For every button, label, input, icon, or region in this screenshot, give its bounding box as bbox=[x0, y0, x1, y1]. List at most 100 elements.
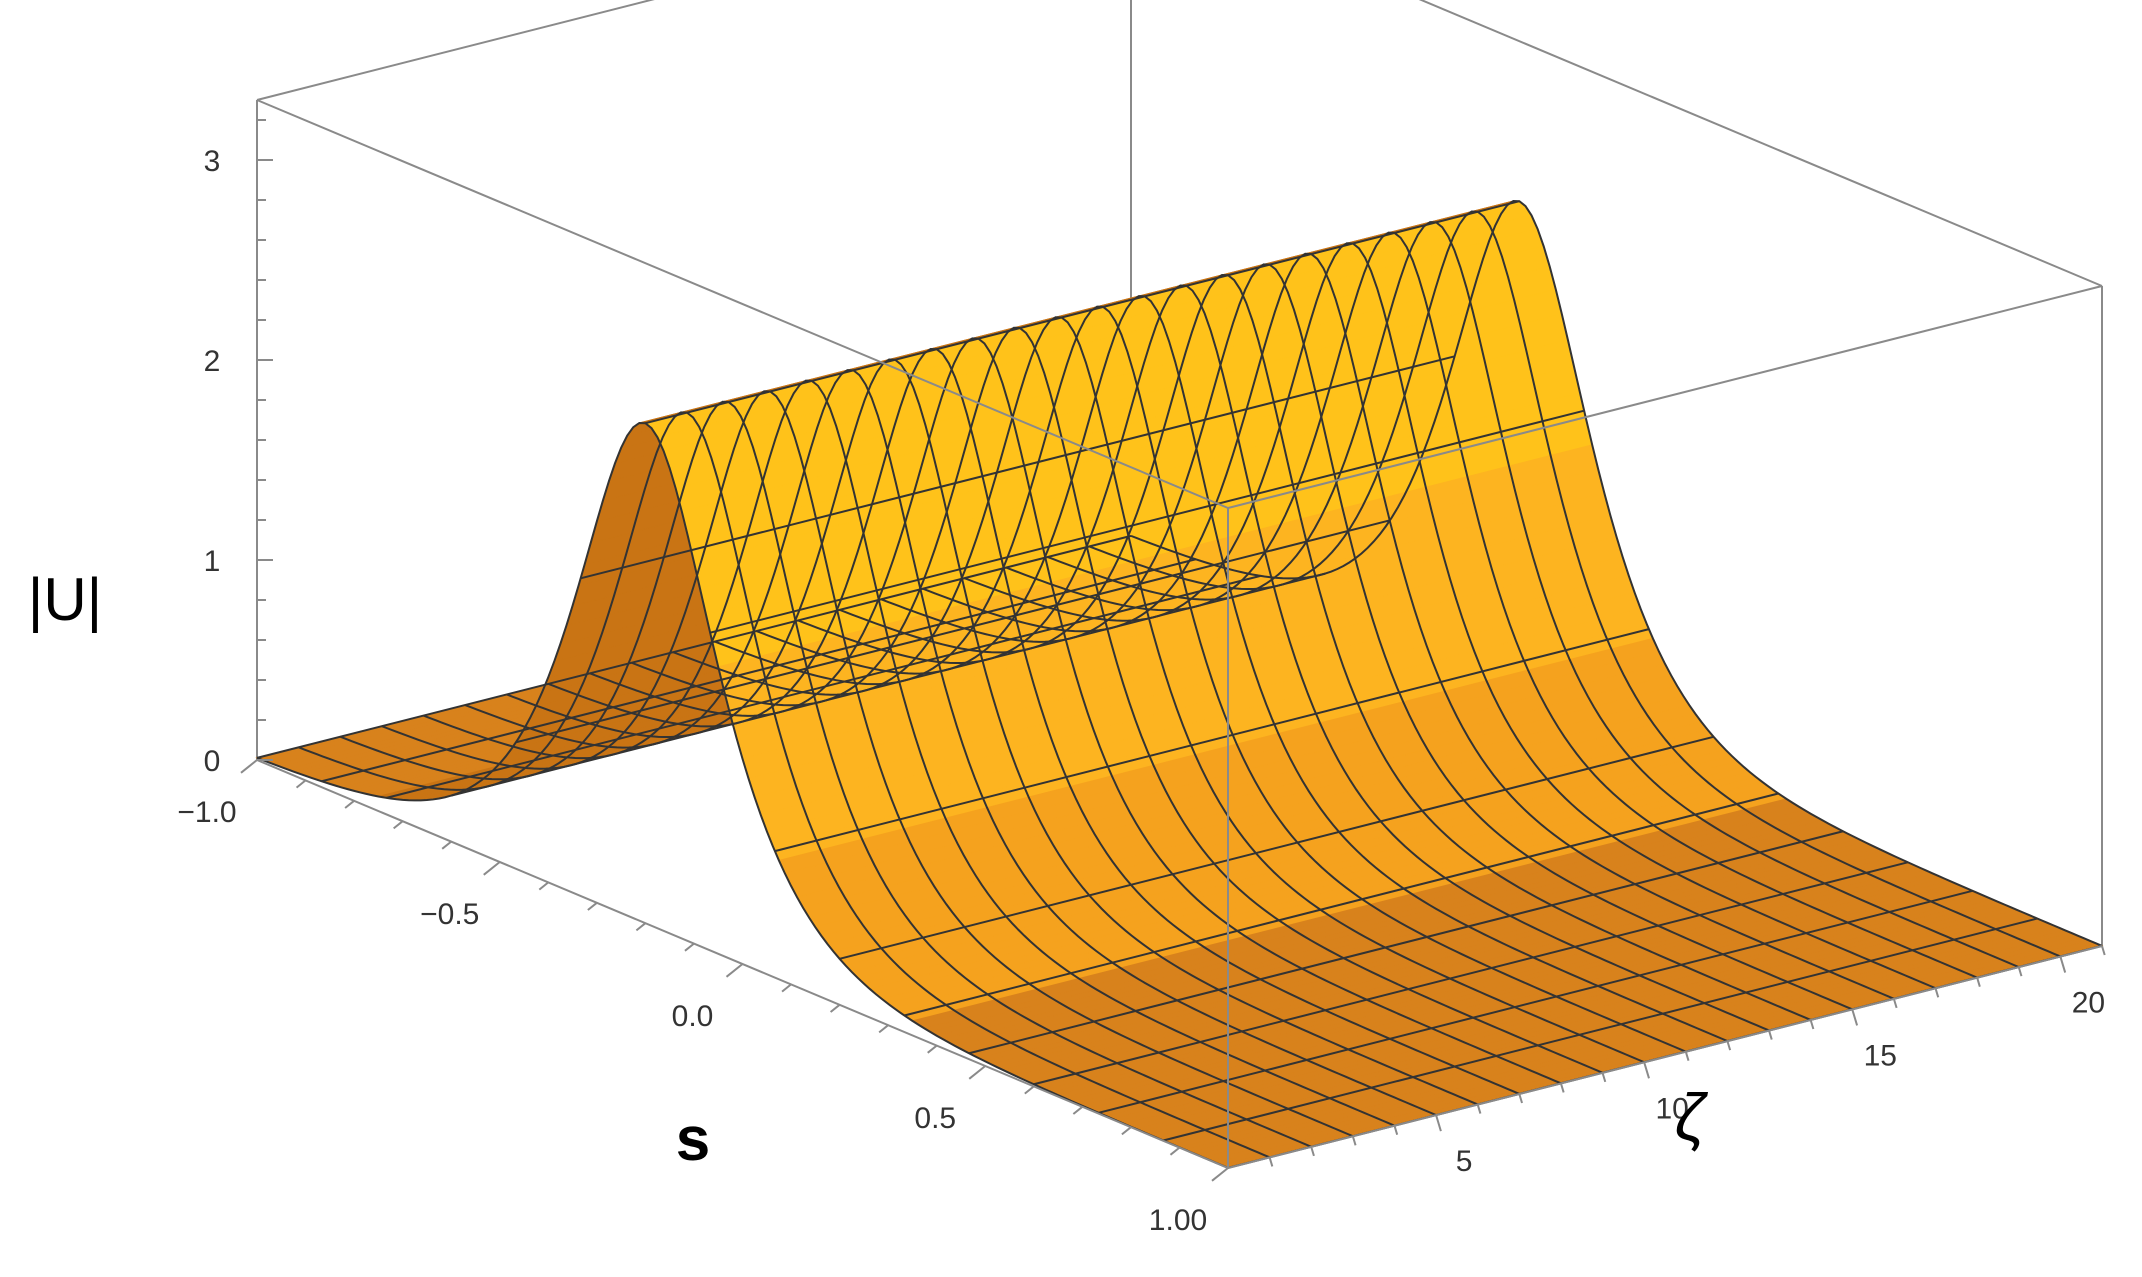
s-tick-mark bbox=[1121, 1126, 1132, 1136]
mesh-line-zeta bbox=[964, 242, 1936, 990]
s-tick-mark bbox=[829, 1004, 841, 1013]
mesh-line-s bbox=[386, 574, 1261, 799]
s-tick-mark bbox=[781, 983, 792, 993]
u-tick-label: 0 bbox=[204, 745, 221, 778]
zeta-tick-mark bbox=[1809, 1019, 1815, 1030]
mesh-line-zeta bbox=[839, 273, 1812, 1021]
mesh-line-zeta bbox=[756, 295, 1728, 1042]
x-axis-label: s bbox=[676, 1105, 710, 1174]
mesh-line-s bbox=[321, 558, 1196, 783]
s-tick-mark bbox=[483, 861, 501, 876]
s-tick-mark bbox=[968, 1065, 986, 1080]
s-tick-mark bbox=[1211, 1167, 1229, 1182]
s-tick-label: 0.5 bbox=[914, 1102, 956, 1135]
zeta-tick-mark bbox=[1851, 1009, 1859, 1026]
zeta-tick-mark bbox=[1393, 1125, 1399, 1136]
zeta-tick-mark bbox=[2101, 945, 2106, 956]
zeta-tick-label: 20 bbox=[2072, 987, 2105, 1020]
zeta-tick-mark bbox=[1726, 1040, 1732, 1051]
mesh-line-zeta bbox=[922, 252, 1895, 1000]
mesh-line-zeta bbox=[714, 305, 1687, 1053]
u-tick-label: 3 bbox=[204, 145, 221, 178]
s-tick-mark bbox=[441, 840, 452, 850]
s-tick-mark bbox=[240, 759, 258, 774]
zeta-tick-mark bbox=[1310, 1146, 1315, 1157]
mesh-line-zeta bbox=[298, 411, 1271, 1159]
s-tick-mark bbox=[295, 779, 307, 789]
zeta-tick-mark bbox=[1934, 987, 1940, 998]
mesh-line-s bbox=[450, 572, 1326, 797]
y-axis-label: ζ bbox=[1675, 1080, 1709, 1154]
zeta-tick-mark bbox=[1559, 1083, 1565, 1093]
s-tick-label: 0.0 bbox=[672, 1000, 714, 1033]
s-tick-mark bbox=[1072, 1106, 1083, 1115]
zeta-tick-mark bbox=[1768, 1030, 1773, 1040]
mesh-line-s bbox=[774, 628, 1650, 853]
zeta-tick-mark bbox=[1643, 1061, 1650, 1079]
mesh-line-zeta bbox=[1005, 231, 1978, 979]
mesh-line-s bbox=[256, 534, 1132, 759]
s-tick-mark bbox=[927, 1044, 938, 1054]
zeta-tick-mark bbox=[2059, 956, 2067, 973]
box-edge-front bbox=[256, 99, 1229, 509]
s-tick-mark bbox=[1024, 1085, 1035, 1095]
zeta-tick-mark bbox=[1351, 1135, 1357, 1146]
bounding-box-front bbox=[256, 99, 2103, 1169]
zeta-tick-mark bbox=[2017, 966, 2023, 977]
mesh-line-s bbox=[968, 830, 1844, 1055]
mesh-line-zeta bbox=[506, 358, 1479, 1106]
zeta-tick-mark bbox=[1976, 977, 1981, 988]
mesh-line-zeta bbox=[672, 316, 1645, 1064]
zeta-tick-mark bbox=[1684, 1051, 1690, 1062]
s-tick-mark bbox=[587, 902, 598, 911]
mesh-line-s bbox=[1163, 917, 2038, 1142]
zeta-tick-mark bbox=[1601, 1072, 1607, 1083]
mesh-line-zeta bbox=[880, 263, 1853, 1011]
zeta-tick-label: 15 bbox=[1864, 1039, 1897, 1072]
surface bbox=[255, 199, 2104, 1169]
mesh-line-zeta bbox=[339, 400, 1312, 1148]
mesh-line-zeta bbox=[1047, 221, 2020, 968]
mesh-line-s bbox=[580, 355, 1455, 580]
zeta-tick-mark bbox=[1268, 1157, 1274, 1167]
s-tick-label: −0.5 bbox=[420, 898, 479, 931]
mesh-line-zeta bbox=[631, 326, 1603, 1074]
z-axis-label: |U| bbox=[28, 566, 103, 633]
mesh-line-s bbox=[839, 735, 1714, 960]
mesh-line-zeta bbox=[589, 337, 1562, 1085]
zeta-tick-label: 10 bbox=[1656, 1092, 1689, 1125]
box-edge-front bbox=[1227, 945, 2103, 1169]
mesh-line-zeta bbox=[547, 347, 1520, 1095]
mesh-line-s bbox=[1033, 861, 1909, 1086]
mesh-line-zeta bbox=[256, 421, 1229, 1169]
mesh-line-s bbox=[515, 519, 1391, 744]
box-edge-front bbox=[1227, 285, 2103, 509]
box-edge-back bbox=[1418, 0, 2103, 287]
u-tick-label: 1 bbox=[204, 545, 221, 578]
mesh-line-zeta bbox=[423, 379, 1395, 1127]
s-tick-label: 1.00 bbox=[1149, 1204, 1207, 1237]
s-tick-mark bbox=[684, 942, 695, 952]
s-tick-mark bbox=[878, 1024, 889, 1034]
s-tick-mark bbox=[538, 881, 549, 891]
mesh-line-s bbox=[709, 409, 1585, 634]
mesh-line-zeta bbox=[464, 369, 1437, 1116]
s-tick-label: −1.0 bbox=[177, 796, 236, 829]
mesh-line-s bbox=[645, 200, 1520, 425]
mesh-line-zeta bbox=[381, 390, 1354, 1138]
axis-labels: |U| s ζ bbox=[28, 566, 1709, 1174]
zeta-tick-mark bbox=[1435, 1114, 1442, 1132]
s-tick-mark bbox=[1169, 1146, 1181, 1156]
zeta-tick-mark bbox=[1476, 1104, 1482, 1114]
zeta-tick-label: 5 bbox=[1456, 1145, 1473, 1178]
mesh-line-zeta bbox=[797, 284, 1770, 1032]
axis-ticks: −1.0 −0.5 0.0 0.5 1.00 5 10 15 20 0 1 2 3 bbox=[177, 119, 2106, 1237]
zeta-tick-mark bbox=[1518, 1093, 1523, 1104]
mesh-line-zeta bbox=[1130, 199, 2103, 947]
mesh-line-s bbox=[1098, 889, 1973, 1114]
s-tick-mark bbox=[344, 800, 355, 809]
s-tick-mark bbox=[393, 820, 404, 830]
mesh-line-s bbox=[904, 792, 1779, 1017]
